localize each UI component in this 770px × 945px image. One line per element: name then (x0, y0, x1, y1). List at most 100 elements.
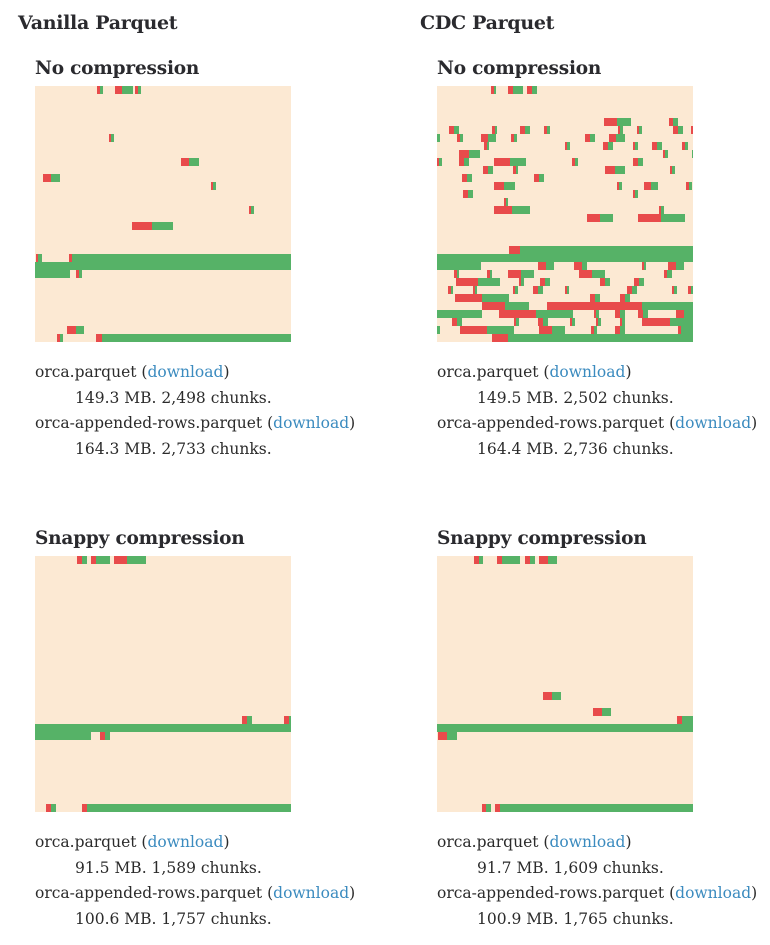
added-segment (502, 556, 520, 564)
added-segment (539, 174, 544, 182)
removed-segment (620, 294, 625, 302)
added-segment (515, 286, 518, 294)
removed-segment (673, 126, 678, 134)
added-segment (521, 278, 524, 286)
removed-segment (437, 158, 439, 166)
chunk-heatmap (35, 86, 291, 342)
download-link[interactable]: download (273, 884, 350, 902)
removed-segment (181, 158, 189, 166)
download-link[interactable]: download (273, 414, 350, 432)
added-segment (102, 334, 291, 342)
added-segment (494, 86, 496, 94)
removed-segment (67, 326, 76, 334)
removed-segment (459, 158, 464, 166)
added-segment (437, 326, 440, 334)
file-name: orca-appended-rows.parquet (35, 884, 263, 902)
download-link[interactable]: download (549, 363, 626, 381)
added-segment (620, 126, 623, 134)
added-segment (642, 302, 693, 310)
download-link[interactable]: download (147, 833, 224, 851)
added-segment (447, 732, 457, 740)
added-segment (520, 246, 693, 254)
added-segment (111, 134, 114, 142)
removed-segment (460, 326, 487, 334)
added-segment (536, 310, 573, 318)
added-segment (644, 262, 646, 270)
added-segment (592, 270, 605, 278)
removed-segment (456, 278, 478, 286)
removed-segment (642, 262, 644, 270)
added-segment (486, 804, 491, 812)
file-stats: 149.3 MB. 2,498 chunks. (75, 388, 272, 407)
removed-segment (664, 270, 667, 278)
added-segment (572, 318, 575, 326)
removed-segment (644, 182, 651, 190)
removed-segment (634, 278, 639, 286)
added-segment (51, 174, 60, 182)
column-title: CDC Parquet (420, 12, 555, 34)
added-segment (512, 206, 530, 214)
removed-segment (109, 134, 111, 142)
added-segment (490, 270, 492, 278)
removed-segment (638, 310, 643, 318)
download-link[interactable]: download (549, 833, 626, 851)
removed-segment (686, 182, 689, 190)
added-segment (525, 126, 530, 134)
download-link[interactable]: download (675, 884, 752, 902)
removed-segment (538, 318, 543, 326)
removed-segment (491, 86, 494, 94)
removed-segment (540, 278, 545, 286)
added-segment (657, 142, 662, 150)
removed-segment (499, 310, 536, 318)
added-segment (82, 556, 87, 564)
added-segment (673, 118, 678, 126)
file-stats: 91.5 MB. 1,589 chunks. (75, 858, 262, 877)
removed-segment (688, 286, 691, 294)
file-list: orca.parquet (download) 149.3 MB. 2,498 … (35, 360, 355, 462)
removed-segment (547, 302, 642, 310)
added-segment (213, 182, 216, 190)
added-segment (691, 286, 693, 294)
added-segment (685, 142, 688, 150)
removed-segment (482, 302, 505, 310)
removed-segment (565, 142, 567, 150)
removed-segment (76, 270, 79, 278)
file-name: orca.parquet (35, 833, 137, 851)
added-segment (451, 286, 453, 294)
removed-segment (211, 182, 213, 190)
added-segment (439, 158, 442, 166)
added-segment (87, 804, 291, 812)
removed-segment (678, 326, 681, 334)
download-link[interactable]: download (147, 363, 224, 381)
removed-segment (539, 556, 548, 564)
added-segment (667, 270, 672, 278)
added-segment (516, 318, 519, 326)
added-segment (460, 134, 463, 142)
removed-segment (494, 182, 504, 190)
added-segment (437, 134, 440, 142)
added-segment (617, 118, 631, 126)
removed-segment (115, 86, 122, 94)
removed-segment (91, 556, 96, 564)
added-segment (127, 556, 146, 564)
added-segment (189, 158, 199, 166)
removed-segment (596, 318, 598, 326)
download-link[interactable]: download (675, 414, 752, 432)
added-segment (639, 126, 642, 134)
panel-title: Snappy compression (437, 528, 647, 549)
removed-segment (544, 126, 547, 134)
removed-segment (627, 286, 632, 294)
added-segment (616, 134, 625, 142)
removed-segment (457, 134, 460, 142)
removed-segment (659, 206, 661, 214)
removed-segment (579, 270, 592, 278)
added-segment (552, 326, 565, 334)
added-segment (620, 326, 625, 334)
removed-segment (249, 206, 251, 214)
added-segment (672, 166, 675, 174)
removed-segment (618, 126, 620, 134)
file-name: orca.parquet (437, 833, 539, 851)
added-segment (467, 174, 472, 182)
added-segment (478, 278, 500, 286)
removed-segment (504, 198, 506, 206)
